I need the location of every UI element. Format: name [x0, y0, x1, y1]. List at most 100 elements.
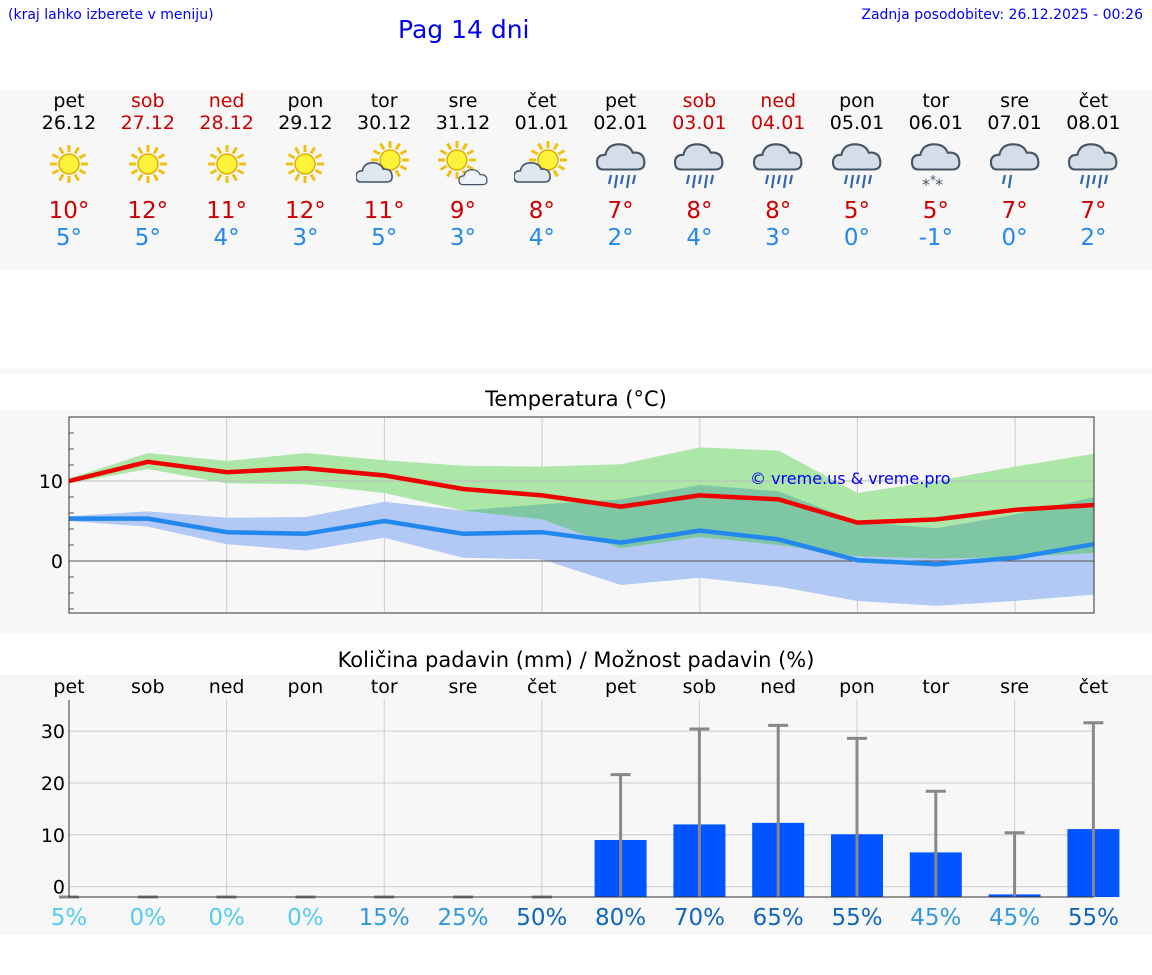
day-name: pon: [287, 90, 324, 112]
snow-icon: * * *: [908, 138, 964, 194]
max-temperature: 8°: [686, 198, 713, 224]
max-temperature-line: [68, 459, 1095, 525]
day-column: čet 01.01 8° 4°: [503, 90, 581, 260]
precipitation-chart-title: Količina padavin (mm) / Možnost padavin …: [337, 648, 815, 672]
day-date: 30.12: [356, 112, 412, 134]
day-date: 29.12: [278, 112, 333, 134]
sun-icon: [199, 138, 255, 190]
precipitation-probability: 80%: [595, 905, 647, 931]
day-date: 26.12: [41, 112, 97, 134]
x-tick-label: tor: [371, 676, 398, 698]
plot-frame: [68, 416, 1095, 614]
precipitation-probability: 55%: [1067, 905, 1119, 931]
sun-icon: [41, 138, 97, 190]
day-date: 06.01: [908, 112, 963, 134]
x-tick-label: ned: [209, 676, 245, 698]
max-temperature: 5°: [922, 198, 949, 224]
precipitation-probability: 50%: [516, 905, 568, 931]
day-column: čet 08.01 7° 2°: [1054, 90, 1132, 260]
day-column: sob 03.01 8° 4°: [660, 90, 738, 260]
separator: [0, 368, 1152, 374]
min-temperature: 3°: [449, 225, 477, 251]
day-name: tor: [922, 90, 950, 112]
x-tick-label: pet: [53, 676, 84, 698]
day-date: 31.12: [435, 112, 491, 134]
precipitation-probability: 5%: [50, 905, 88, 931]
day-name: sre: [448, 90, 478, 112]
partly-cloudy-icon: [355, 138, 412, 190]
day-name: sob: [682, 90, 717, 112]
rain-icon: [1065, 138, 1121, 190]
day-column: sob 27.12 12° 5°: [109, 90, 187, 260]
day-column: ned 28.12 11° 4°: [188, 90, 266, 260]
x-tick-label: sre: [1000, 676, 1029, 698]
min-temperature: 3°: [292, 225, 319, 251]
day-column: sre 31.12 9° 3°: [424, 90, 502, 260]
page-title: Pag 14 dni: [398, 15, 530, 44]
precipitation-probability: 15%: [358, 905, 410, 931]
max-temperature: 7°: [1001, 198, 1028, 224]
x-tick-label: sob: [683, 676, 717, 698]
day-column: sre 07.01 7° 0°: [976, 90, 1054, 260]
temperature-chart-title: Temperatura (°C): [485, 387, 667, 411]
max-temperature: 7°: [1080, 198, 1107, 224]
y-tick-label: 0: [51, 551, 63, 573]
day-name: sre: [1000, 90, 1030, 112]
max-temperature: 8°: [765, 198, 792, 224]
min-temperature: 5°: [371, 225, 398, 251]
precipitation-probability: 65%: [752, 905, 804, 931]
day-date: 03.01: [672, 112, 727, 134]
rain-icon: [750, 138, 806, 190]
watermark: © vreme.us & vreme.pro: [750, 469, 951, 488]
day-date: 01.01: [514, 112, 569, 134]
precipitation-probability: 0%: [208, 905, 245, 931]
x-tick-label: tor: [922, 676, 949, 698]
x-tick-label: pet: [605, 676, 636, 698]
rain-icon: [671, 138, 727, 190]
precipitation-probability: 25%: [437, 905, 489, 931]
day-column: ned 04.01 8° 3°: [739, 90, 817, 260]
min-temperature: 4°: [528, 225, 555, 251]
x-tick-label: čet: [1079, 676, 1109, 698]
min-temperature: -1°: [918, 225, 954, 251]
min-temperature: 0°: [843, 225, 871, 251]
day-column: tor 30.12 11° 5°: [345, 90, 423, 260]
max-temperature: 5°: [843, 198, 871, 224]
last-update: Zadnja posodobitev: 26.12.2025 - 00:26: [861, 7, 1143, 23]
min-temperature: 2°: [607, 225, 634, 251]
precipitation-probability: 45%: [989, 905, 1041, 931]
min-temperature: 4°: [213, 225, 240, 251]
precipitation-probability: 70%: [673, 905, 725, 931]
day-name: tor: [370, 90, 398, 112]
svg-text:* *: * *: [922, 175, 943, 190]
min-temperature: 2°: [1080, 225, 1107, 251]
rain-icon: [593, 138, 649, 190]
min-temperature-line: [69, 516, 1095, 567]
day-date: 28.12: [199, 112, 254, 134]
sun-icon: [277, 138, 333, 190]
max-temperature: 12°: [285, 198, 326, 224]
day-date: 27.12: [120, 112, 175, 134]
min-temperature: 4°: [686, 225, 713, 251]
x-tick-label: pon: [288, 676, 324, 698]
x-tick-label: pon: [839, 676, 875, 698]
day-column: pon 29.12 12° 3°: [266, 90, 344, 260]
precipitation-probability: 55%: [831, 905, 883, 931]
svg-text:*: *: [930, 173, 936, 187]
precipitation-probability: 0%: [287, 905, 324, 931]
max-temperature: 11°: [363, 198, 405, 224]
min-temperature: 0°: [1001, 225, 1028, 251]
day-date: 04.01: [750, 112, 806, 134]
y-tick-label: 10: [39, 471, 63, 493]
day-column: tor 06.01 * * * 5° -1°: [897, 90, 975, 260]
location-hint-link[interactable]: (kraj lahko izberete v meniju): [8, 7, 214, 23]
day-name: pet: [53, 90, 85, 112]
max-temperature: 9°: [449, 198, 477, 224]
day-column: pet 02.01 7° 2°: [582, 90, 660, 260]
day-name: ned: [760, 90, 797, 112]
day-name: sob: [131, 90, 165, 112]
precipitation-probability: 45%: [910, 905, 962, 931]
x-tick-label: sob: [131, 676, 165, 698]
